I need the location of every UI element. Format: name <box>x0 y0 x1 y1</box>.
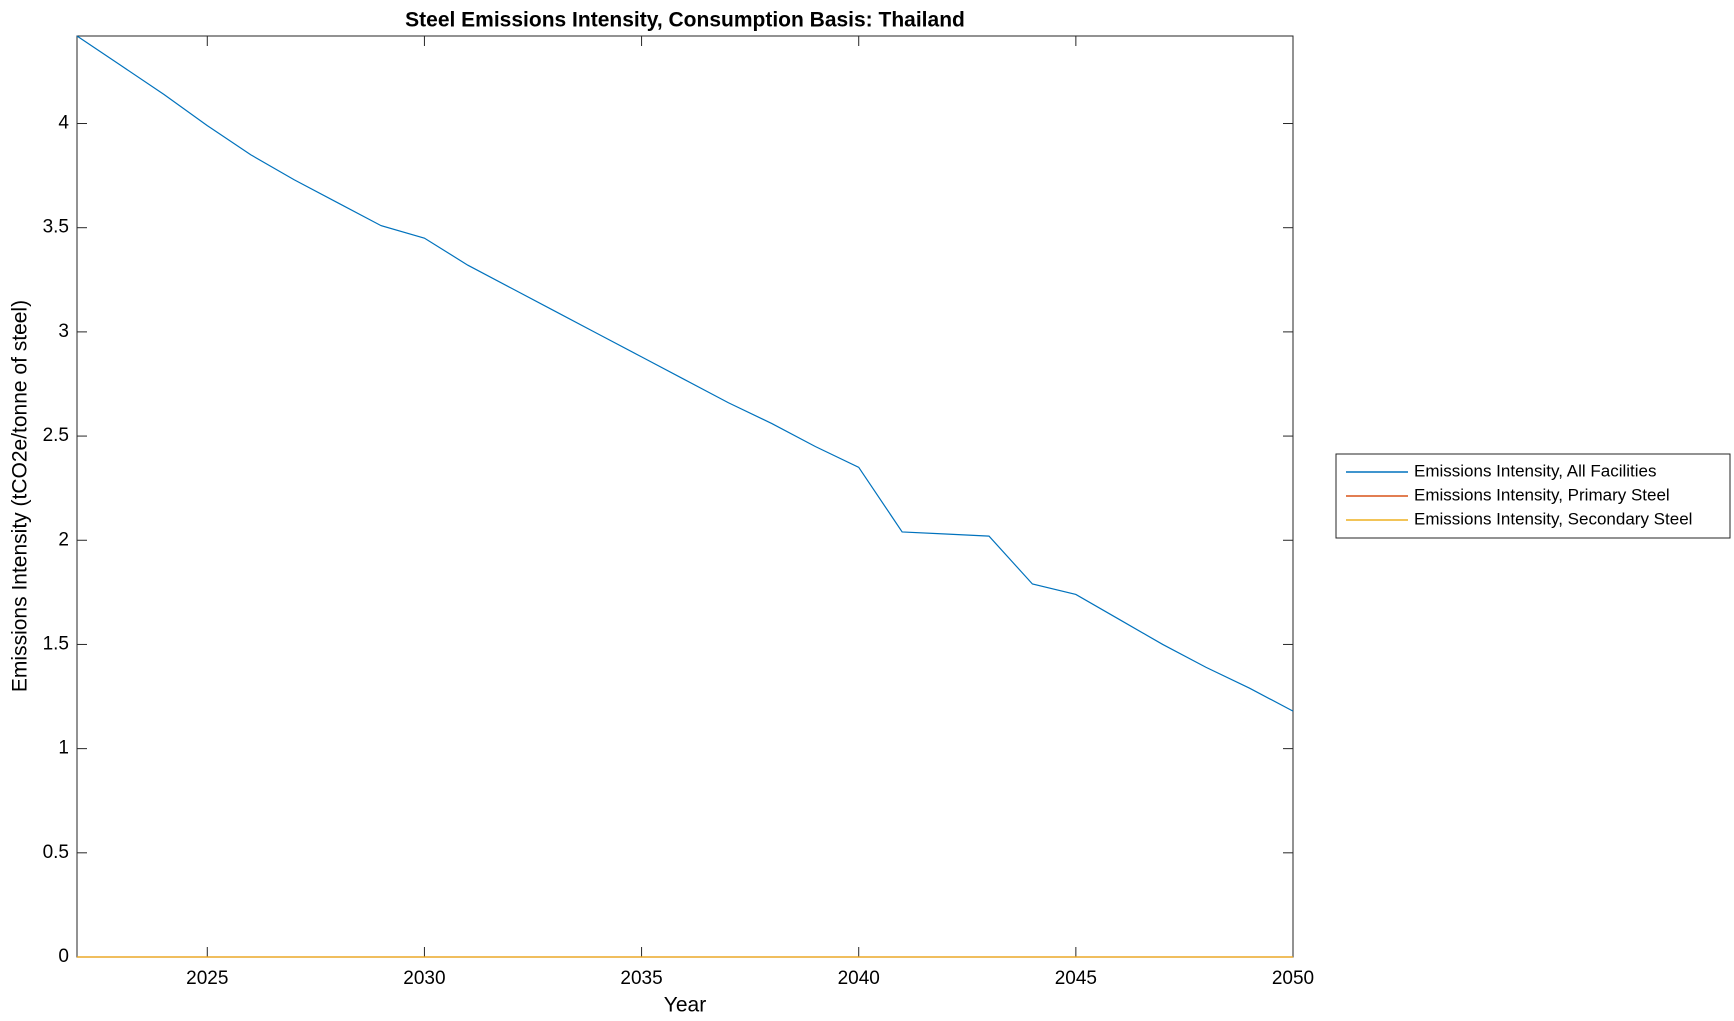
x-tick-label: 2025 <box>186 968 228 989</box>
legend-label: Emissions Intensity, Secondary Steel <box>1414 509 1692 528</box>
x-tick-label: 2050 <box>1272 968 1314 989</box>
x-tick-label: 2045 <box>1055 968 1097 989</box>
y-tick-label: 4 <box>58 113 69 134</box>
y-tick-label: 1.5 <box>43 633 69 654</box>
x-tick-label: 2030 <box>403 968 445 989</box>
legend-label: Emissions Intensity, Primary Steel <box>1414 485 1670 504</box>
plot-area <box>76 35 1294 958</box>
x-axis-label: Year <box>664 994 706 1017</box>
y-tick-label: 2.5 <box>43 425 69 446</box>
y-tick-label: 0.5 <box>43 842 69 863</box>
x-tick-label: 2035 <box>620 968 662 989</box>
y-tick-label: 2 <box>58 529 69 550</box>
series-line <box>76 35 1294 712</box>
y-axis-label: Emissions Intensity (tCO2e/tonne of stee… <box>9 300 32 692</box>
legend-label: Emissions Intensity, All Facilities <box>1414 461 1656 480</box>
y-tick-label: 0 <box>58 946 69 967</box>
y-tick-label: 3.5 <box>43 217 69 238</box>
y-tick-label: 3 <box>58 321 69 342</box>
chart-title: Steel Emissions Intensity, Consumption B… <box>405 9 965 32</box>
x-tick-label: 2040 <box>838 968 880 989</box>
y-tick-label: 1 <box>58 738 69 759</box>
